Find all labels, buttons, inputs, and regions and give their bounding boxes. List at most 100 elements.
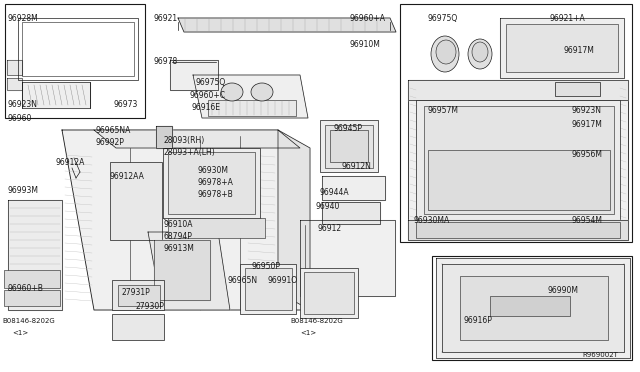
Bar [416,100,620,220]
Text: 96978+B: 96978+B [197,190,233,199]
Circle shape [434,110,442,118]
Text: 96930M: 96930M [197,166,228,175]
Bar [416,222,620,238]
Bar [304,272,354,314]
Bar [555,120,598,132]
Text: 96973: 96973 [114,100,138,109]
Text: 96910M: 96910M [349,40,380,49]
Bar [325,125,373,168]
Polygon shape [156,126,172,148]
Text: 96990M: 96990M [548,286,579,295]
Bar [112,280,164,310]
Text: 96992P: 96992P [96,138,125,147]
Bar [555,82,600,96]
Text: 96921: 96921 [153,14,177,23]
Text: 96965N: 96965N [228,276,258,285]
Text: 96910A: 96910A [164,220,193,229]
Text: 96954M: 96954M [572,216,603,225]
Bar [300,268,358,318]
Text: 96975Q: 96975Q [196,78,227,87]
Bar [428,150,610,210]
Polygon shape [62,130,310,310]
Bar [330,130,368,162]
Bar [5,4,145,118]
Polygon shape [278,130,310,310]
Ellipse shape [251,83,273,101]
Polygon shape [300,220,395,296]
Bar [490,296,570,316]
Bar [506,24,618,72]
Bar [118,285,160,306]
Bar [4,270,60,288]
Polygon shape [7,78,22,90]
Text: 96940: 96940 [316,202,340,211]
Polygon shape [408,220,628,240]
Bar [320,120,378,172]
Text: 96991O: 96991O [268,276,298,285]
Text: 96923N: 96923N [572,106,602,115]
Bar [460,276,608,340]
Text: <1>: <1> [12,330,28,336]
Polygon shape [436,258,630,358]
Polygon shape [500,18,624,78]
Text: 27931P: 27931P [122,288,151,297]
Polygon shape [322,202,380,224]
Polygon shape [22,82,90,108]
Text: 96978+A: 96978+A [197,178,233,187]
Polygon shape [178,18,396,32]
Text: 96944A: 96944A [320,188,349,197]
Text: 96912: 96912 [318,224,342,233]
Bar [442,264,624,352]
Bar [18,18,138,80]
Polygon shape [7,60,22,75]
Bar [110,162,162,240]
Ellipse shape [436,40,456,64]
Bar [163,148,260,218]
Text: <1>: <1> [300,330,316,336]
Bar [4,290,60,306]
Text: 96916E: 96916E [192,103,221,112]
Polygon shape [148,232,230,310]
Bar [400,4,632,242]
Text: 96960: 96960 [8,114,33,123]
Bar [424,106,614,214]
Text: 68794P: 68794P [164,232,193,241]
Bar [168,218,265,238]
Text: 28093(RH): 28093(RH) [164,136,205,145]
Ellipse shape [221,83,243,101]
Bar [168,152,255,214]
Bar [432,256,632,360]
Text: 96960+A: 96960+A [349,14,385,23]
Polygon shape [94,130,300,148]
Bar [245,268,292,310]
Ellipse shape [431,36,459,72]
Text: 96993M: 96993M [8,186,39,195]
Text: 96928M: 96928M [8,14,39,23]
Text: 96960+B: 96960+B [8,284,44,293]
Text: 96957M: 96957M [428,106,459,115]
Text: 96916P: 96916P [464,316,493,325]
Text: 96945P: 96945P [334,124,363,133]
Text: 96912N: 96912N [342,162,372,171]
Text: 96978: 96978 [153,57,177,66]
Text: 96930MA: 96930MA [414,216,451,225]
Text: 96917M: 96917M [564,46,595,55]
Text: 96956M: 96956M [572,150,603,159]
Bar [112,314,164,340]
Text: 96965NA: 96965NA [96,126,131,135]
Text: 96923N: 96923N [8,100,38,109]
Text: 96960+C: 96960+C [190,91,226,100]
Ellipse shape [472,42,488,62]
Bar [240,264,296,314]
Bar [22,22,134,76]
Text: B08146-8202G: B08146-8202G [2,318,55,324]
Text: 27930P: 27930P [136,302,165,311]
Text: R969002T: R969002T [582,352,618,358]
Polygon shape [408,80,628,100]
Polygon shape [193,75,308,118]
Text: 96912A: 96912A [56,158,85,167]
Text: 96917M: 96917M [572,120,603,129]
Ellipse shape [468,39,492,69]
Bar [572,106,592,118]
Text: 28093+A(LH): 28093+A(LH) [164,148,216,157]
